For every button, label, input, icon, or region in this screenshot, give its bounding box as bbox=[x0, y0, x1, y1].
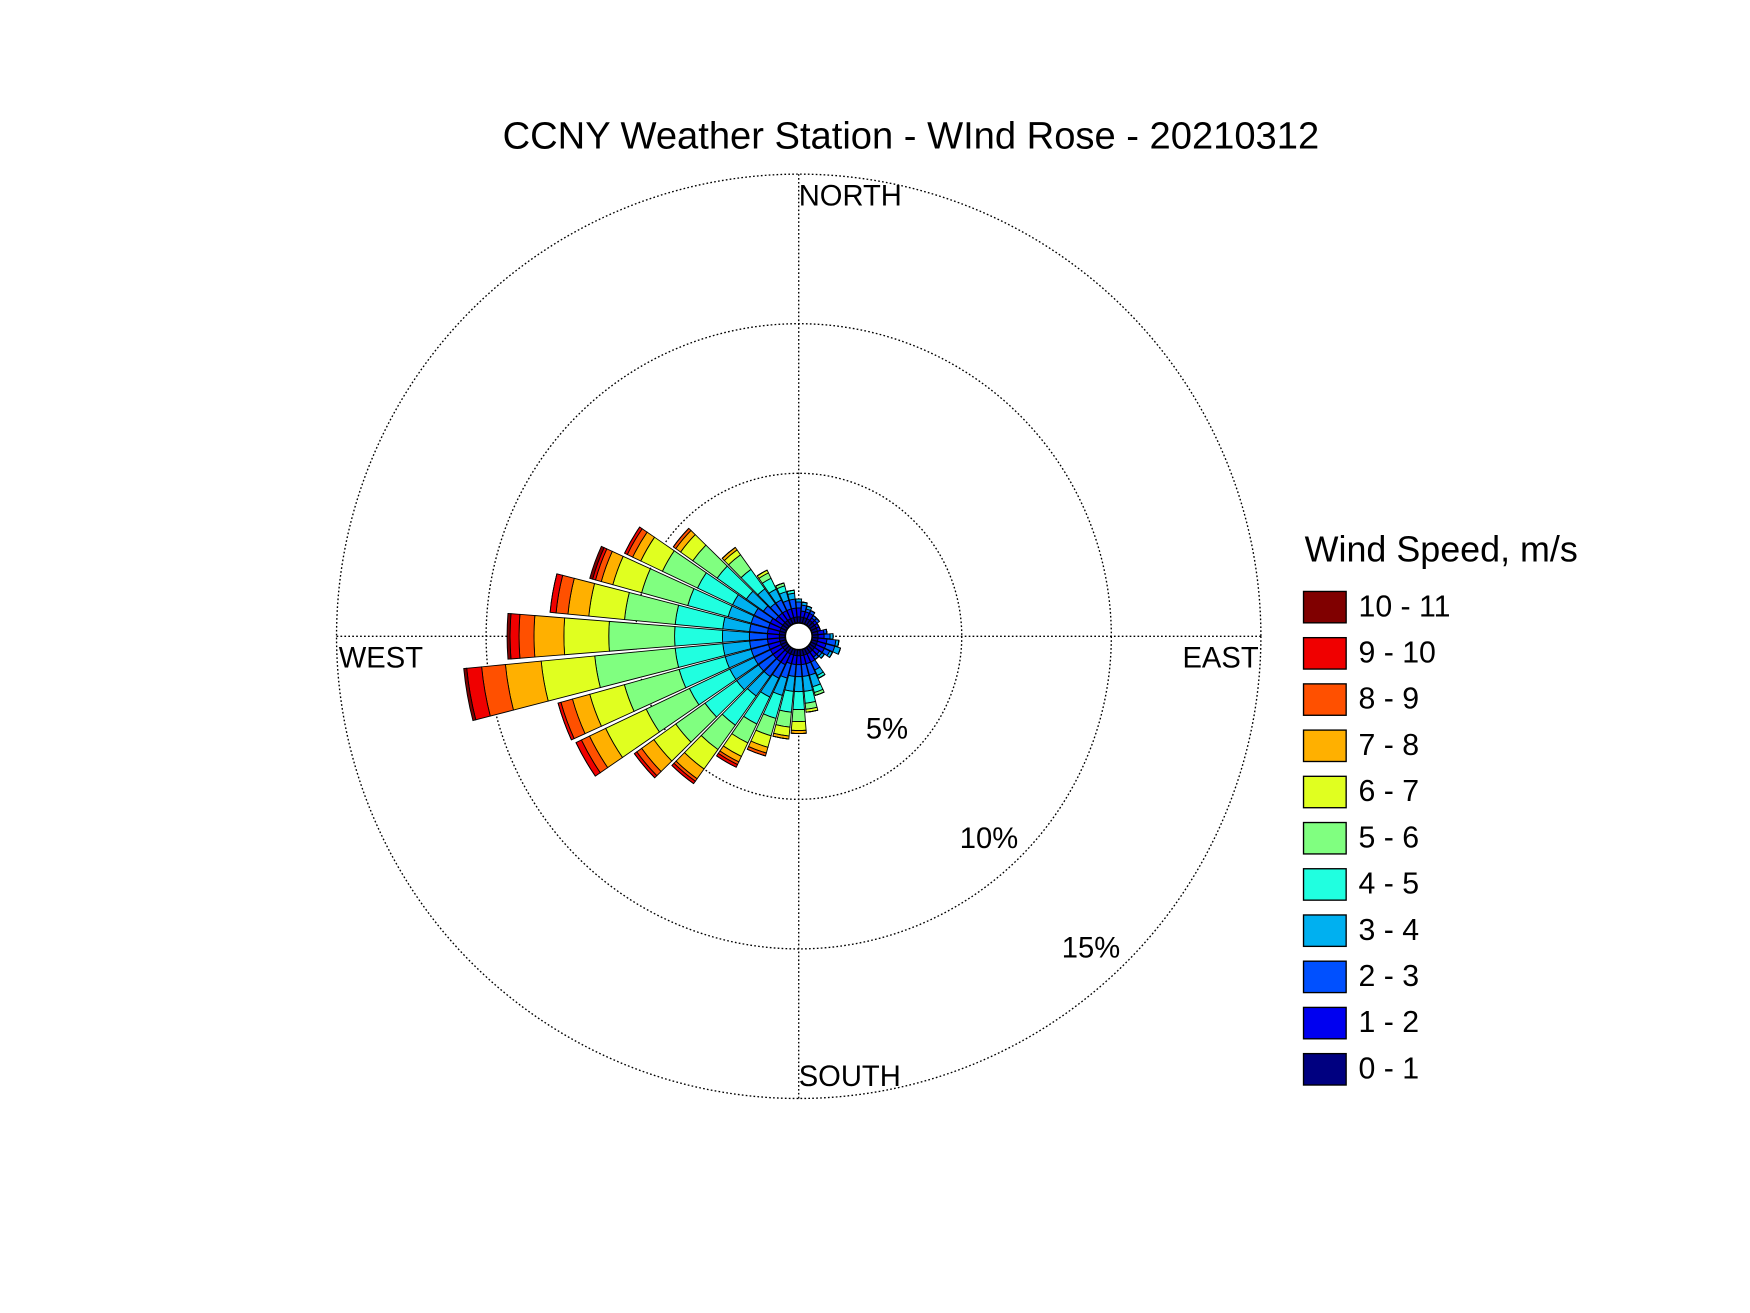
rose-segment bbox=[790, 720, 807, 731]
rose-segment bbox=[795, 664, 803, 678]
legend-label: 7 - 8 bbox=[1358, 729, 1419, 762]
rose-segment bbox=[633, 753, 656, 779]
direction-label: SOUTH bbox=[799, 1061, 901, 1093]
legend-swatch bbox=[1302, 914, 1347, 948]
rose-segment bbox=[533, 615, 566, 658]
legend-label: 10 - 11 bbox=[1358, 590, 1450, 623]
rose-segment bbox=[793, 676, 804, 693]
rose-segment bbox=[716, 755, 737, 768]
legend-swatch bbox=[1302, 590, 1347, 624]
rose-segment bbox=[674, 626, 724, 647]
rose-segment bbox=[795, 601, 802, 609]
rose-segment bbox=[672, 528, 690, 548]
legend-swatch bbox=[1302, 821, 1347, 855]
rose-segment bbox=[748, 631, 768, 641]
rose-segment bbox=[588, 582, 630, 621]
legend-swatch bbox=[1302, 868, 1347, 901]
rose-segment bbox=[506, 612, 512, 660]
legend-swatch bbox=[1302, 960, 1347, 994]
r-tick-label: 15% bbox=[1062, 932, 1120, 964]
legend-label: 9 - 10 bbox=[1358, 636, 1435, 669]
rose-segment bbox=[792, 690, 805, 711]
rose-segment bbox=[823, 633, 831, 640]
r-tick-label: 5% bbox=[866, 714, 908, 746]
rose-segment bbox=[608, 620, 676, 652]
rose-segment bbox=[801, 601, 808, 604]
legend-swatch bbox=[1302, 1052, 1347, 1086]
rose-segment bbox=[463, 667, 477, 722]
rose-segment bbox=[816, 618, 820, 622]
legend-label: 1 - 2 bbox=[1358, 1006, 1419, 1039]
rose-segment bbox=[563, 617, 610, 656]
direction-label: EAST bbox=[1182, 643, 1258, 675]
legend-label: 8 - 9 bbox=[1358, 683, 1419, 716]
rose-segment bbox=[509, 613, 521, 660]
legend-label: 4 - 5 bbox=[1358, 868, 1419, 901]
rose-segment bbox=[810, 610, 816, 614]
legend-label: 6 - 7 bbox=[1358, 775, 1419, 808]
rose-segment bbox=[786, 589, 795, 592]
legend-label: 2 - 3 bbox=[1358, 960, 1419, 993]
legend-label: 5 - 6 bbox=[1358, 821, 1419, 854]
center-hole bbox=[784, 622, 814, 651]
rose-segment bbox=[624, 526, 641, 554]
rose-segment bbox=[775, 582, 785, 587]
legend-swatch bbox=[1302, 775, 1347, 809]
legend-swatch bbox=[1302, 683, 1347, 716]
rose-segment bbox=[814, 656, 819, 660]
legend-label: 0 - 1 bbox=[1358, 1052, 1419, 1085]
rose-segment bbox=[806, 605, 812, 609]
rose-segment bbox=[805, 709, 818, 713]
legend-swatch bbox=[1302, 1006, 1347, 1040]
rose-segment bbox=[721, 629, 750, 643]
rose-segment bbox=[589, 545, 605, 580]
direction-label: NORTH bbox=[799, 180, 902, 212]
rose-segment bbox=[557, 702, 572, 741]
legend-title: Wind Speed, m/s bbox=[1305, 530, 1578, 570]
rose-segment bbox=[775, 709, 792, 728]
rose-segment bbox=[817, 633, 825, 639]
legend-label: 3 - 4 bbox=[1358, 914, 1419, 947]
rose-segment bbox=[518, 613, 536, 659]
rose-segment bbox=[791, 708, 806, 723]
rose-segment bbox=[549, 573, 558, 613]
rose-segment bbox=[772, 735, 789, 740]
legend-swatch bbox=[1302, 636, 1347, 670]
rose-segment bbox=[756, 569, 768, 577]
legend-swatch bbox=[1302, 729, 1347, 763]
rose-segment bbox=[829, 652, 833, 658]
direction-label: WEST bbox=[339, 643, 423, 675]
chart-title: CCNY Weather Station - WInd Rose - 20210… bbox=[503, 114, 1320, 157]
rose-segment bbox=[814, 691, 825, 696]
r-tick-label: 10% bbox=[960, 823, 1018, 855]
rose-segment bbox=[820, 654, 825, 659]
